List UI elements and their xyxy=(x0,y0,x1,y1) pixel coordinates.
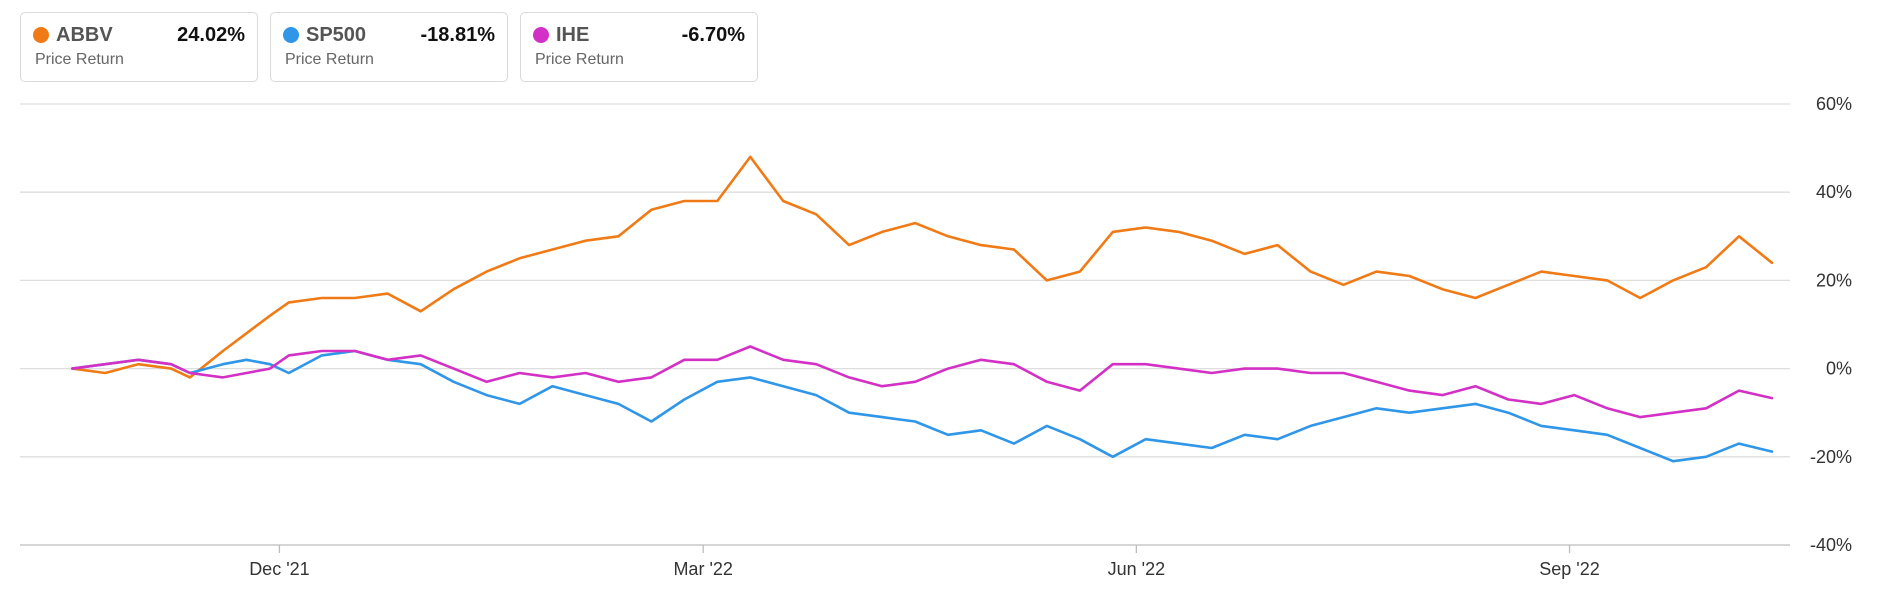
legend-card-sp500[interactable]: SP500 -18.81% Price Return xyxy=(270,12,508,82)
series-color-dot-sp500 xyxy=(283,27,299,43)
y-tick-label: -40% xyxy=(1810,535,1852,555)
legend-ticker: SP500 xyxy=(306,23,367,46)
series-lines xyxy=(71,155,1774,463)
legend-subtitle: Price Return xyxy=(35,51,124,68)
y-axis: 60% 40% 20% 0% -20% -40% xyxy=(1810,94,1852,555)
legend-return-value: -6.70% xyxy=(681,23,745,46)
x-tick-label: Sep '22 xyxy=(1539,559,1600,579)
legend: ABBV 24.02% Price Return SP500 -18.81% P… xyxy=(20,12,758,82)
gridlines xyxy=(20,103,1790,546)
legend-subtitle: Price Return xyxy=(285,51,374,68)
y-tick-label: 0% xyxy=(1826,359,1852,379)
legend-ticker: IHE xyxy=(556,23,590,46)
x-tick-label: Dec '21 xyxy=(249,559,309,579)
legend-return-value: 24.02% xyxy=(177,23,245,46)
legend-return-value: -18.81% xyxy=(420,23,496,46)
y-tick-label: 20% xyxy=(1816,270,1852,290)
series-color-dot-ihe xyxy=(533,27,549,43)
x-axis: Dec '21 Mar '22 Jun '22 Sep '22 xyxy=(249,545,1600,579)
legend-subtitle: Price Return xyxy=(535,51,624,68)
legend-ticker: ABBV xyxy=(56,23,113,46)
x-tick-label: Jun '22 xyxy=(1108,559,1165,579)
legend-card-abbv[interactable]: ABBV 24.02% Price Return xyxy=(20,12,258,82)
y-tick-label: -20% xyxy=(1810,447,1852,467)
y-tick-label: 60% xyxy=(1816,94,1852,114)
series-color-dot-abbv xyxy=(33,27,49,43)
series-line-abbv[interactable] xyxy=(71,155,1774,379)
y-tick-label: 40% xyxy=(1816,182,1852,202)
legend-card-ihe[interactable]: IHE -6.70% Price Return xyxy=(520,12,758,82)
series-line-ihe[interactable] xyxy=(71,345,1774,419)
series-line-sp500[interactable] xyxy=(71,349,1774,463)
x-tick-label: Mar '22 xyxy=(673,559,732,579)
